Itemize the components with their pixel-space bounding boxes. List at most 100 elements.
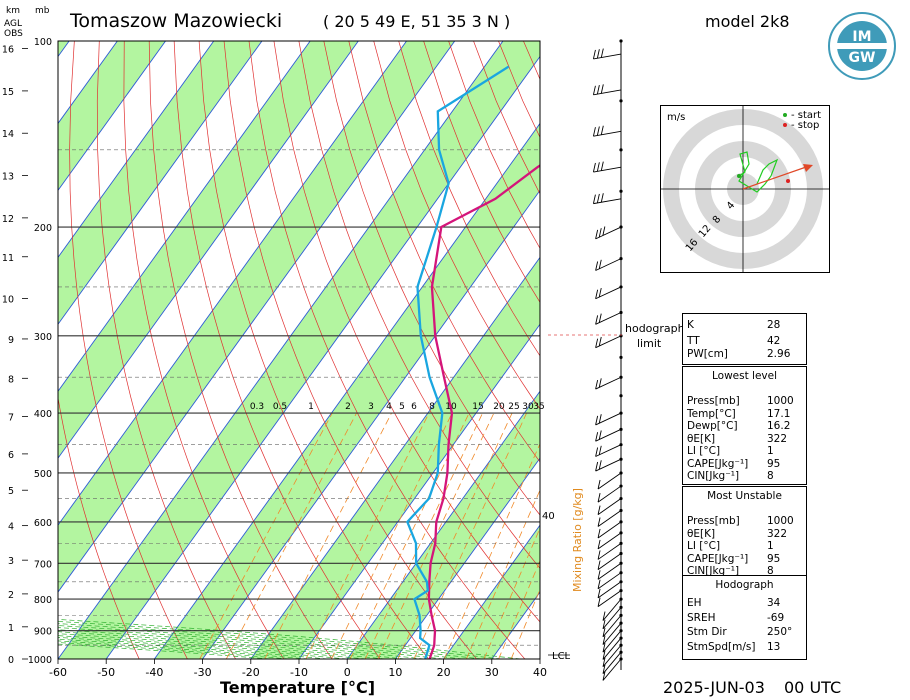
mixing-ratio-labels: 0.3 0.5 1 2 3 4 5 6 8 10 15 20 25 30 35 — [250, 402, 545, 412]
hodograph-stat-row: StmSpd[m/s] 13 — [687, 641, 803, 653]
wind-barb-feather — [597, 517, 601, 527]
wind-barb-feather — [602, 627, 606, 637]
dewpoint-profile — [406, 65, 510, 659]
dry-adiabat — [398, 41, 540, 357]
mixing-ratio-tick-label: 0.3 — [250, 402, 264, 412]
wind-barb-feather — [595, 432, 599, 442]
mixing-ratio-tick-label: 35 — [533, 402, 544, 412]
wind-barb-feather — [597, 570, 601, 580]
wind-barb-shaft — [595, 458, 622, 472]
mixing-ratio-axis-label: Mixing Ratio [g/kg] — [571, 488, 584, 592]
lowest-level-value: 322 — [767, 432, 788, 445]
units-agl: AGL — [4, 19, 22, 29]
wind-barb-feather — [595, 229, 599, 239]
most-unstable-row: LI [°C] 1 — [687, 540, 803, 552]
pressure-tick-label: 700 — [34, 559, 52, 570]
x-tick-label: 10 — [388, 666, 402, 679]
lowest-level-value: 1000 — [767, 395, 794, 407]
wind-barb-shaft — [602, 607, 622, 630]
pw-value: 2.96 — [767, 348, 791, 360]
wind-barb-shaft — [595, 412, 622, 426]
wind-barb-feather — [595, 289, 599, 299]
wind-barb-feather — [597, 539, 601, 550]
wind-barb-feather — [597, 550, 601, 560]
wind-barb-shaft — [593, 130, 622, 137]
wind-barb-shaft — [595, 444, 622, 457]
x-tick-label: -20 — [242, 666, 260, 679]
wind-barb-shaft — [595, 258, 622, 271]
most-unstable-value: 95 — [767, 552, 781, 565]
height-tick-label: 15 — [2, 87, 14, 98]
wind-barb-shaft — [602, 644, 622, 667]
lowest-level-value: 17.1 — [767, 407, 791, 420]
time-label: 00 UTC — [784, 678, 842, 697]
pressure-tick-label: 800 — [34, 595, 52, 606]
lowest-level-row: Dewp[°C] 16.2 — [687, 420, 803, 432]
lowest-level-row: Temp[°C] 17.1 — [687, 408, 803, 420]
hodograph-stat-key: SREH — [687, 611, 716, 624]
mixing-ratio-line — [305, 412, 430, 659]
isotherm-line — [58, 41, 311, 392]
hodograph-stats-panel: Hodograph EH 34 SREH -69 Stm Dir 250° StmSpd[m… — [682, 575, 807, 660]
height-tick-label: 6 — [8, 450, 14, 461]
wind-level-dot — [619, 99, 623, 103]
wind-barb-feather — [597, 579, 601, 589]
wind-barb-feather — [602, 664, 606, 674]
wind-barb-feather — [598, 259, 602, 269]
wind-barb-feather — [600, 193, 604, 203]
height-tick-label: 8 — [8, 374, 14, 385]
isotherm-line — [298, 323, 540, 659]
lowest-level-key: Press[mb] — [687, 395, 740, 407]
mixing-ratio-tick-label: 20 — [493, 402, 505, 412]
station-title: Tomaszow Mazowiecki — [70, 10, 283, 32]
wind-barb-feather — [600, 84, 604, 94]
wind-level-dot — [619, 189, 623, 193]
x-tick-label: 30 — [485, 666, 499, 679]
profiles — [406, 65, 540, 659]
height-tick-label: 10 — [2, 294, 14, 305]
temperature-profile — [427, 164, 540, 659]
x-tick-label: 0 — [344, 666, 351, 679]
wind-barb-shaft — [595, 226, 622, 240]
wind-barb-feather — [598, 287, 602, 298]
mixing-ratio-line — [364, 412, 483, 659]
wind-barb-shaft — [597, 510, 622, 527]
wind-barb-shaft — [595, 286, 622, 300]
mixing-ratio-line — [199, 412, 333, 659]
x-tick-label: -10 — [290, 666, 308, 679]
wind-barb-feather — [598, 313, 602, 323]
legend-stop: - stop — [791, 120, 819, 131]
hodograph-stat-key: Stm Dir — [687, 626, 727, 638]
isotherm-line — [58, 41, 359, 459]
wind-barb-feather — [598, 430, 602, 440]
wind-barb-feather — [597, 560, 601, 570]
isotherm-line — [250, 256, 540, 659]
wind-barb-feather — [595, 315, 599, 325]
wind-barb-shaft — [593, 89, 622, 96]
wind-barb-feather — [592, 194, 596, 204]
wind-barb-feather — [592, 85, 596, 95]
logo-bottom-text: GW — [849, 50, 876, 66]
wind-barb-feather — [597, 493, 601, 503]
most-unstable-value: 8 — [767, 565, 774, 577]
mixing-ratio-line — [397, 412, 513, 659]
wind-barb-shaft — [597, 532, 622, 550]
legend-start: - start — [791, 110, 821, 121]
wind-barb-shaft — [593, 53, 622, 60]
hodograph-panel: m/s - start - stop 4 8 12 16 — [660, 105, 830, 273]
wind-barb-shaft — [602, 651, 622, 674]
pressure-tick-label: 1000 — [28, 655, 52, 666]
wind-barb-feather — [597, 597, 601, 607]
wind-barb-feather — [597, 479, 601, 490]
isotherm-line — [105, 55, 540, 659]
wind-barb-feather — [602, 671, 606, 681]
wind-barb-feather — [592, 49, 596, 60]
mixing-ratio-line — [498, 559, 540, 659]
mixing-ratio-tick-label: 15 — [472, 402, 483, 412]
hodograph-stat-key: StmSpd[m/s] — [687, 640, 756, 653]
mixing-ratio-tick-label: 10 — [445, 402, 457, 412]
hodograph-limit-label-1: hodograph — [625, 322, 685, 335]
wind-barb-shaft — [602, 658, 622, 681]
most-unstable-value: 322 — [767, 527, 788, 540]
wind-barb-feather — [595, 461, 599, 472]
